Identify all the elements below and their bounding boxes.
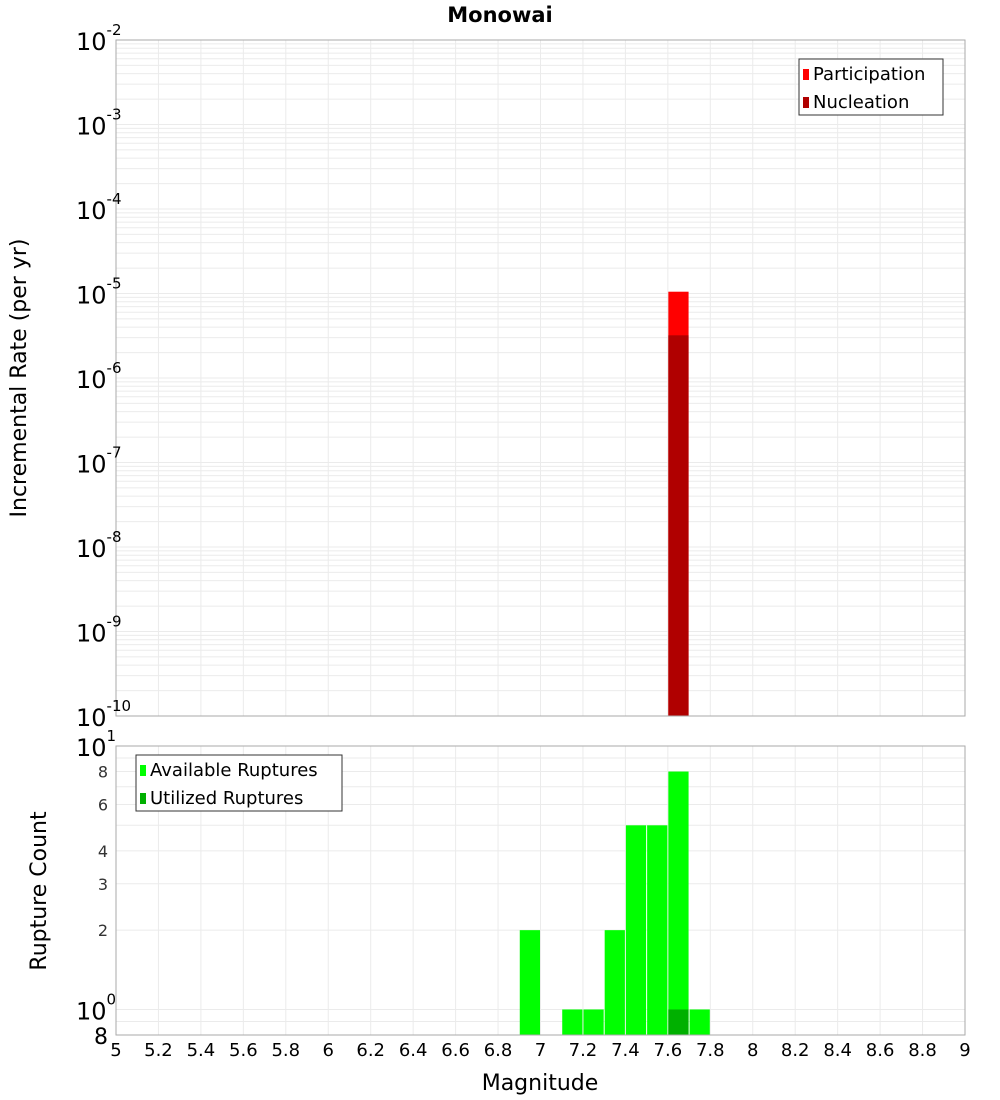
bottom-y-axis-label: Rupture Count — [27, 811, 52, 971]
x-tick-label: 8.8 — [908, 1040, 937, 1061]
legend — [798, 58, 944, 116]
bar-available-ruptures — [647, 825, 668, 1035]
x-tick-label: 6.6 — [441, 1040, 470, 1061]
x-tick-label: 9 — [959, 1040, 970, 1061]
legend-swatch — [803, 97, 809, 108]
y-tick-label: 101 — [76, 727, 116, 762]
bar-available-ruptures — [562, 1009, 583, 1035]
x-tick-label: 6.4 — [399, 1040, 428, 1061]
bar-available-ruptures — [583, 1009, 604, 1035]
x-tick-label: 7.2 — [569, 1040, 598, 1061]
y-tick-label: 10-10 — [76, 697, 131, 732]
bar-available-ruptures — [625, 825, 647, 1035]
legend-label: Nucleation — [813, 92, 909, 113]
top-y-axis-label: Incremental Rate (per yr) — [7, 239, 32, 518]
y-tick-label: 100 — [76, 990, 116, 1025]
x-tick-label: 6 — [323, 1040, 334, 1061]
y-tick-label: 2 — [98, 921, 108, 940]
y-tick-label: 6 — [98, 795, 108, 814]
legend-swatch — [140, 765, 146, 776]
x-tick-label: 8.4 — [823, 1040, 852, 1061]
legend-label: Available Ruptures — [150, 760, 318, 781]
y-tick-label: 10-3 — [76, 106, 122, 141]
y-tick-label: 10-8 — [76, 528, 122, 563]
y-tick-label: 3 — [98, 875, 108, 894]
x-tick-label: 5.2 — [144, 1040, 173, 1061]
legend-label: Participation — [813, 64, 925, 85]
x-tick-label: 5 — [110, 1040, 121, 1061]
x-tick-label: 7.8 — [696, 1040, 725, 1061]
x-tick-label: 7.4 — [611, 1040, 640, 1061]
bar-utilized-ruptures — [668, 1009, 689, 1035]
y-tick-label: 8 — [94, 1025, 108, 1050]
bar-nucleation — [668, 335, 689, 716]
x-tick-label: 7 — [535, 1040, 546, 1061]
x-tick-label: 8.6 — [866, 1040, 895, 1061]
chart-title: Monowai — [447, 3, 552, 27]
y-tick-label: 10-4 — [76, 190, 122, 225]
plot-border — [115, 745, 966, 1036]
y-tick-label: 4 — [98, 842, 108, 861]
legend-swatch — [140, 793, 146, 804]
x-tick-label: 8 — [747, 1040, 758, 1061]
x-tick-label: 7.6 — [654, 1040, 683, 1061]
x-tick-label: 5.6 — [229, 1040, 258, 1061]
y-tick-label: 10-7 — [76, 444, 122, 479]
y-tick-label: 10-6 — [76, 359, 122, 394]
x-tick-label: 5.4 — [187, 1040, 216, 1061]
bar-available-ruptures — [519, 930, 540, 1035]
bar-available-ruptures — [689, 1009, 710, 1035]
y-tick-label: 10-2 — [76, 21, 122, 56]
x-axis-label: Magnitude — [482, 1071, 599, 1096]
legend — [135, 754, 343, 812]
x-tick-label: 5.8 — [271, 1040, 300, 1061]
bar-available-ruptures — [604, 930, 625, 1035]
legend-label: Utilized Ruptures — [150, 788, 303, 809]
x-tick-label: 6.8 — [484, 1040, 513, 1061]
x-tick-label: 8.2 — [781, 1040, 810, 1061]
y-tick-label: 10-9 — [76, 613, 122, 648]
legend-swatch — [803, 69, 809, 80]
bar-available-ruptures — [668, 771, 689, 1035]
x-tick-label: 6.2 — [356, 1040, 385, 1061]
plot-border — [115, 39, 966, 717]
y-tick-label: 10-5 — [76, 275, 122, 310]
y-tick-label: 8 — [98, 763, 108, 782]
